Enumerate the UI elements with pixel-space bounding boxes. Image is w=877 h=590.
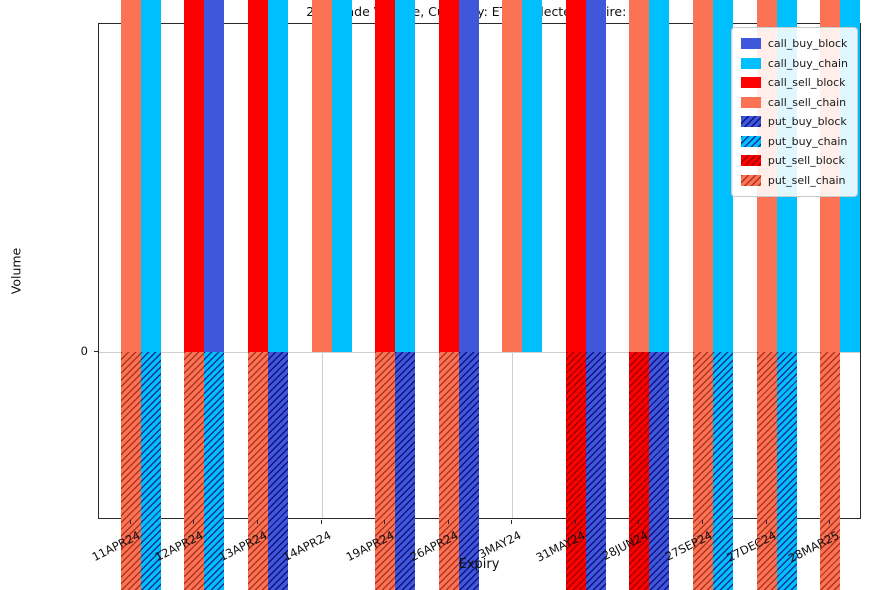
x-tick-mark (256, 520, 258, 524)
legend-swatch-call_buy_chain (740, 57, 761, 69)
bar-call_sell_block (184, 0, 205, 352)
bar-put_buy_block (458, 352, 479, 590)
y-tick-mark (94, 351, 98, 352)
y-axis-label: Volume (8, 247, 24, 295)
bar-put_sell_chain (247, 352, 268, 590)
legend-item: put_sell_chain (740, 171, 848, 191)
bar-call_sell_block (247, 0, 268, 352)
x-tick-mark (320, 520, 322, 524)
legend-swatch-put_buy_chain (740, 135, 761, 147)
bar-put_sell_chain (120, 352, 141, 590)
bar-call_sell_chain (693, 0, 714, 352)
y-tick-label: 0 (80, 344, 88, 358)
legend-label: put_sell_chain (767, 173, 846, 187)
legend-item: call_sell_block (740, 73, 848, 93)
plot-area (98, 0, 861, 590)
legend-item: call_buy_block (740, 34, 848, 54)
bar-put_sell_chain (375, 352, 396, 590)
x-tick-mark (765, 520, 767, 524)
bar-put_buy_block (585, 352, 606, 590)
bar-call_sell_chain (502, 0, 523, 352)
bar-put_sell_chain (438, 352, 459, 590)
bar-call_sell_chain (311, 0, 332, 352)
bar-call_buy_block (458, 0, 479, 352)
bar-call_buy_block (204, 0, 225, 352)
legend-swatch-put_sell_chain (740, 174, 761, 186)
legend-swatch-call_sell_chain (740, 96, 761, 108)
legend-item: call_buy_chain (740, 54, 848, 74)
legend-item: put_buy_block (740, 112, 848, 132)
bar-call_buy_chain (713, 0, 734, 352)
bar-put_sell_chain (693, 352, 714, 590)
x-tick-mark (447, 520, 449, 524)
bar-call_buy_chain (267, 0, 288, 352)
legend-label: call_buy_chain (767, 56, 848, 70)
bar-put_sell_block (565, 352, 586, 590)
legend-label: put_buy_chain (767, 134, 848, 148)
legend: call_buy_block call_buy_chain call_sell_bl… (730, 27, 858, 197)
legend-label: call_buy_block (767, 37, 848, 51)
bar-put_buy_chain (140, 352, 161, 590)
bar-call_buy_chain (649, 0, 670, 352)
legend-label: put_sell_block (767, 154, 845, 168)
bar-call_sell_chain (120, 0, 141, 352)
bar-put_buy_block (649, 352, 670, 590)
x-tick-mark (702, 520, 704, 524)
bar-put_sell_block (629, 352, 650, 590)
bar-put_buy_block (395, 352, 416, 590)
legend-label: put_buy_block (767, 115, 847, 129)
legend-item: put_buy_chain (740, 132, 848, 152)
legend-swatch-call_buy_block (740, 38, 761, 50)
bar-put_buy_chain (776, 352, 797, 590)
bar-put_sell_chain (184, 352, 205, 590)
x-tick-mark (829, 520, 831, 524)
bar-call_buy_chain (522, 0, 543, 352)
legend-item: call_sell_chain (740, 93, 848, 113)
bar-put_buy_chain (204, 352, 225, 590)
legend-label: call_sell_block (767, 76, 846, 90)
bar-put_buy_block (267, 352, 288, 590)
bar-call_buy_chain (140, 0, 161, 352)
bar-call_buy_chain (395, 0, 416, 352)
legend-swatch-put_sell_block (740, 155, 761, 167)
h-gridline (99, 352, 860, 353)
legend-label: call_sell_chain (767, 95, 847, 109)
x-tick-mark (574, 520, 576, 524)
x-axis-label: Expiry (458, 557, 500, 572)
bar-call_sell_chain (629, 0, 650, 352)
x-tick-mark (384, 520, 386, 524)
x-tick-mark (511, 520, 513, 524)
legend-swatch-put_buy_block (740, 116, 761, 128)
bar-call_sell_block (438, 0, 459, 352)
bar-call_buy_block (585, 0, 606, 352)
legend-swatch-call_sell_block (740, 77, 761, 89)
bar-call_sell_block (375, 0, 396, 352)
x-tick-mark (129, 520, 131, 524)
x-tick-mark (638, 520, 640, 524)
bar-call_sell_block (565, 0, 586, 352)
legend-item: put_sell_block (740, 151, 848, 171)
bar-call_buy_chain (331, 0, 352, 352)
bar-put_buy_chain (713, 352, 734, 590)
x-tick-mark (193, 520, 195, 524)
bar-put_sell_chain (820, 352, 841, 590)
bar-put_sell_chain (756, 352, 777, 590)
